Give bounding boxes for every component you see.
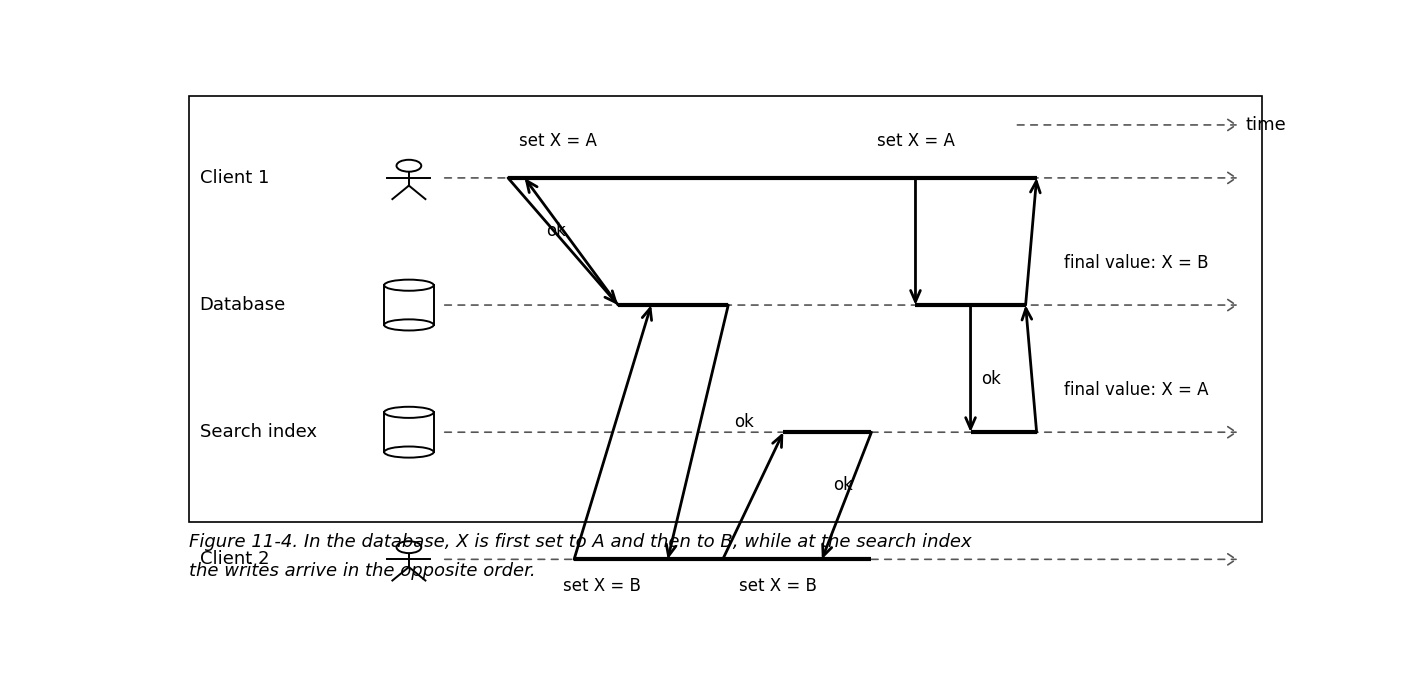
Text: set X = B: set X = B xyxy=(563,577,641,595)
Text: ok: ok xyxy=(982,370,1002,388)
Text: set X = B: set X = B xyxy=(739,577,817,595)
Text: Client 2: Client 2 xyxy=(199,550,269,568)
Text: the writes arrive in the opposite order.: the writes arrive in the opposite order. xyxy=(189,562,536,580)
Text: time: time xyxy=(1246,116,1286,134)
Text: Search index: Search index xyxy=(199,423,317,441)
Text: set X = A: set X = A xyxy=(519,132,597,150)
Text: Client 1: Client 1 xyxy=(199,169,269,187)
Ellipse shape xyxy=(384,319,433,330)
Text: ok: ok xyxy=(733,413,753,431)
Ellipse shape xyxy=(384,407,433,418)
Ellipse shape xyxy=(384,279,433,291)
Text: ok: ok xyxy=(547,222,567,240)
Text: final value: X = A: final value: X = A xyxy=(1064,381,1209,399)
Text: ok: ok xyxy=(833,476,853,494)
Text: Database: Database xyxy=(199,296,286,314)
Ellipse shape xyxy=(384,447,433,458)
Text: final value: X = B: final value: X = B xyxy=(1064,254,1209,272)
Text: set X = A: set X = A xyxy=(877,132,955,150)
Text: Figure 11-4. In the database, X is first set to A and then to B, while at the se: Figure 11-4. In the database, X is first… xyxy=(189,533,972,551)
